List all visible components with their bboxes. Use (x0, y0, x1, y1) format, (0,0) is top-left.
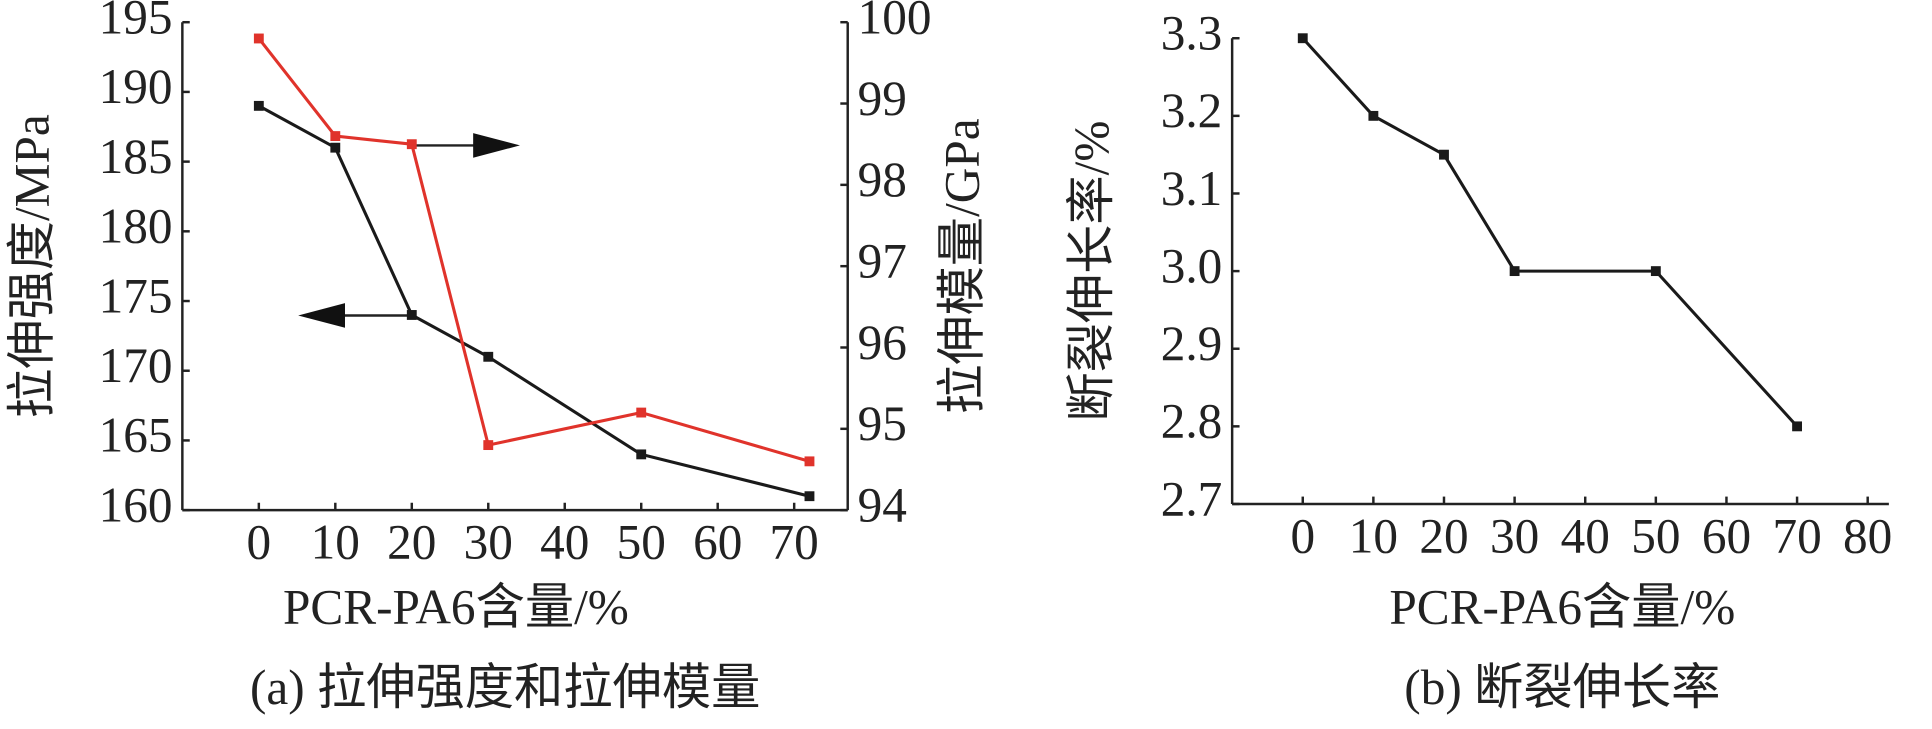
marker (406, 139, 417, 150)
x-tick-label: 30 (1490, 508, 1539, 563)
caption: (a) 拉伸强度和拉伸模量 (250, 660, 760, 715)
x-tick-label: 40 (1561, 508, 1610, 563)
series-line (257, 37, 810, 463)
marker (804, 456, 815, 467)
x-tick-label: 10 (311, 514, 360, 569)
marker (483, 351, 494, 362)
y-tick-label: 180 (99, 199, 173, 254)
x-tick-label: 10 (1349, 508, 1398, 563)
x-tick-label: 60 (1702, 508, 1751, 563)
x-tick-label: 30 (464, 514, 513, 569)
y-tick-label: 3.0 (1161, 238, 1223, 293)
x-tick-label: 80 (1843, 508, 1892, 563)
y2-tick-label: 96 (858, 315, 907, 370)
x-tick-label: 20 (387, 514, 436, 569)
x-tick-label: 0 (1290, 508, 1315, 563)
y-tick-label: 2.7 (1161, 471, 1223, 526)
y-tick-label: 3.2 (1161, 83, 1223, 138)
y-tick-label: 165 (99, 408, 173, 463)
marker (1792, 421, 1803, 432)
x-tick-label: 40 (540, 514, 589, 569)
y-tick-label: 185 (99, 129, 173, 184)
marker (636, 407, 647, 418)
y-axis-label: 拉伸强度/MPa (4, 114, 59, 418)
y-tick-label: 3.1 (1161, 161, 1223, 216)
y2-tick-label: 94 (858, 477, 907, 532)
y2-tick-label: 98 (858, 152, 907, 207)
y2-tick-label: 97 (858, 233, 907, 288)
marker (1650, 266, 1661, 277)
x-tick-label: 60 (693, 514, 742, 569)
series-line (1301, 37, 1799, 428)
y-tick-label: 160 (99, 477, 173, 532)
y2-axis-label: 拉伸模量/GPa (935, 118, 990, 414)
caption: (b) 断裂伸长率 (1404, 660, 1720, 715)
marker (1509, 266, 1520, 277)
annotation-arrows (298, 133, 520, 328)
x-axis-label: PCR-PA6含量/% (1389, 580, 1735, 635)
y-tick-label: 3.3 (1161, 6, 1223, 61)
y-tick-label: 2.9 (1161, 316, 1223, 371)
y-tick-label: 190 (99, 59, 173, 114)
y2-tick-label: 95 (858, 396, 907, 451)
marker (406, 310, 417, 320)
y2-tick-label: 100 (858, 0, 932, 45)
marker (483, 440, 494, 451)
y-tick-label: 175 (99, 268, 173, 323)
x-tick-label: 50 (1631, 508, 1680, 563)
marker (1368, 110, 1379, 121)
x-tick-label: 70 (1772, 508, 1821, 563)
x-tick-label: 20 (1419, 508, 1468, 563)
marker (1439, 149, 1449, 160)
marker (330, 131, 341, 141)
marker (636, 449, 647, 460)
series-line (258, 104, 810, 498)
marker (253, 33, 264, 44)
marker (804, 491, 815, 502)
marker (1297, 33, 1308, 44)
arrow-right-head (473, 133, 520, 158)
arrow-left-head (298, 303, 345, 328)
x-tick-label: 0 (247, 514, 272, 569)
x-tick-label: 50 (617, 514, 666, 569)
y-axis-label: 断裂伸长率/% (1064, 121, 1119, 422)
x-tick-label: 70 (770, 514, 819, 569)
y-tick-label: 2.8 (1161, 394, 1223, 449)
y-tick-label: 170 (99, 338, 173, 393)
y-tick-label: 195 (99, 0, 173, 45)
marker (330, 142, 341, 153)
marker (253, 100, 264, 111)
x-axis-label: PCR-PA6含量/% (283, 580, 629, 635)
y2-tick-label: 99 (858, 71, 907, 126)
